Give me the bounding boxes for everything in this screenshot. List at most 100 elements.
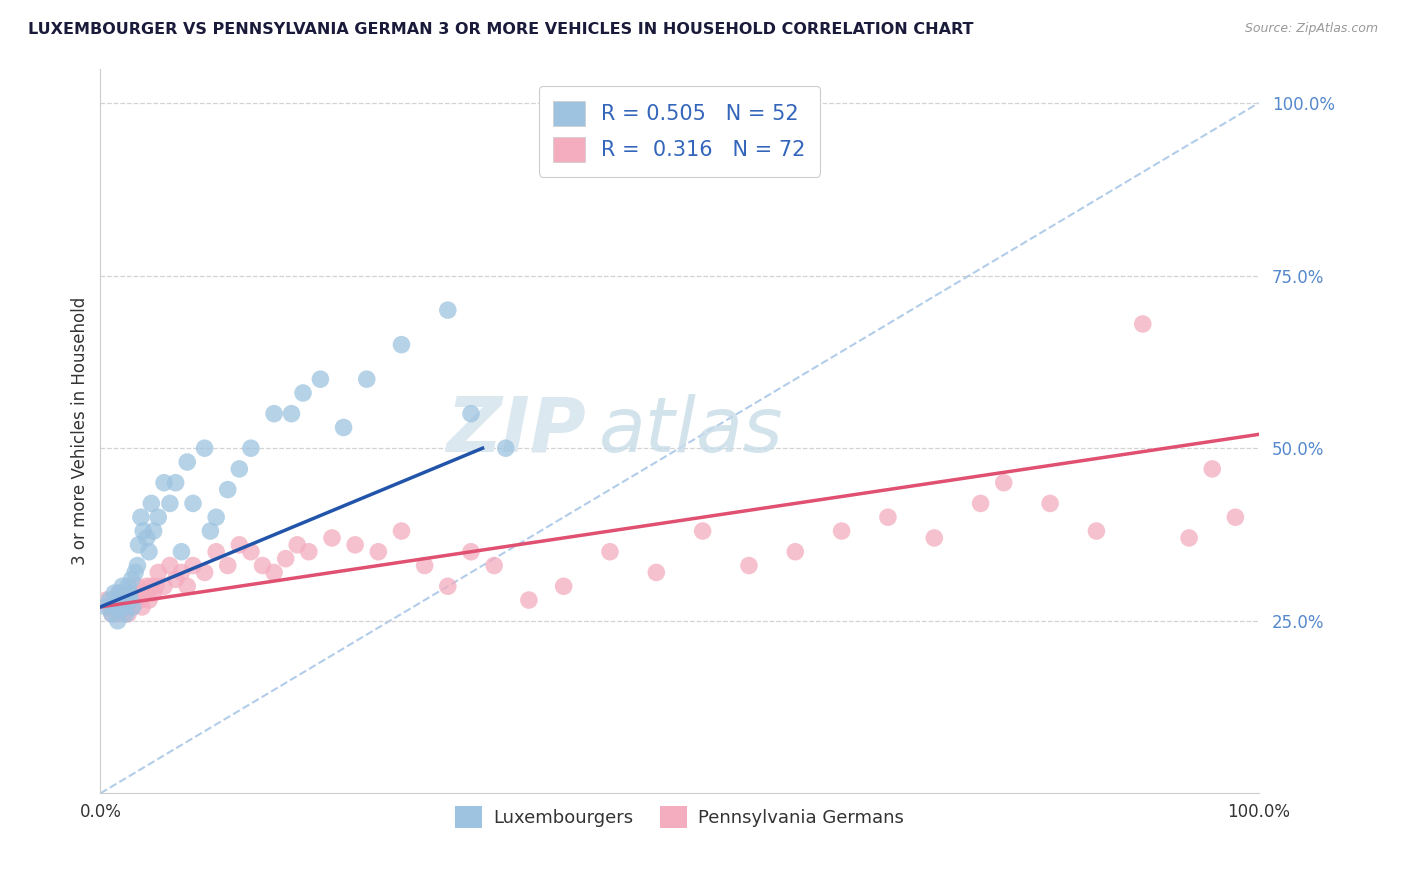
Point [117,607,139,621]
Point [332,420,354,434]
Point [128,538,150,552]
Point [124,586,146,600]
Point [413,558,436,573]
Point [831,524,853,538]
Point [117,579,139,593]
Text: Source: ZipAtlas.com: Source: ZipAtlas.com [1244,22,1378,36]
Point [176,579,198,593]
Point [142,586,165,600]
Point [115,599,138,614]
Point [877,510,900,524]
Point [98,599,121,614]
Point [114,599,136,614]
Point [165,572,187,586]
Point [111,579,134,593]
Point [108,593,131,607]
Point [98,593,121,607]
Point [200,524,222,538]
Point [263,566,285,580]
Point [205,510,228,524]
Point [460,407,482,421]
Point [460,545,482,559]
Point [495,441,517,455]
Point [114,593,136,607]
Point [153,579,176,593]
Point [124,566,146,580]
Point [1132,317,1154,331]
Point [127,579,149,593]
Point [1085,524,1108,538]
Text: ZIP: ZIP [447,394,586,468]
Point [738,558,761,573]
Point [228,462,250,476]
Point [217,483,239,497]
Point [101,607,124,621]
Point [159,558,181,573]
Point [138,545,160,559]
Point [239,545,262,559]
Point [993,475,1015,490]
Point [114,607,136,621]
Point [165,475,187,490]
Point [108,586,131,600]
Point [239,441,262,455]
Point [121,593,143,607]
Point [107,607,129,621]
Point [131,599,153,614]
Text: atlas: atlas [599,394,783,468]
Point [252,558,274,573]
Point [141,496,163,510]
Point [274,551,297,566]
Point [1178,531,1201,545]
Point [103,593,125,607]
Point [103,586,125,600]
Point [142,524,165,538]
Point [922,531,945,545]
Point [114,599,136,614]
Y-axis label: 3 or more Vehicles in Household: 3 or more Vehicles in Household [72,297,89,565]
Point [228,538,250,552]
Point [148,566,170,580]
Point [105,593,128,607]
Point [141,579,163,593]
Point [645,566,668,580]
Point [148,510,170,524]
Point [194,441,217,455]
Point [127,558,149,573]
Point [104,599,127,614]
Point [969,496,991,510]
Point [1201,462,1223,476]
Point [108,593,131,607]
Point [181,558,204,573]
Point [205,545,228,559]
Point [118,593,141,607]
Point [367,545,389,559]
Point [110,599,132,614]
Point [128,593,150,607]
Point [120,586,142,600]
Point [129,510,152,524]
Point [482,558,505,573]
Point [356,372,378,386]
Point [104,599,127,614]
Point [159,496,181,510]
Point [101,607,124,621]
Point [1225,510,1247,524]
Point [94,593,117,607]
Point [145,579,167,593]
Point [292,386,315,401]
Point [391,524,413,538]
Point [120,593,142,607]
Point [344,538,367,552]
Point [108,586,131,600]
Point [115,586,138,600]
Point [176,455,198,469]
Point [121,572,143,586]
Point [132,524,155,538]
Point [321,531,343,545]
Legend: Luxembourgers, Pennsylvania Germans: Luxembourgers, Pennsylvania Germans [447,798,911,835]
Point [437,579,460,593]
Point [217,558,239,573]
Point [599,545,621,559]
Point [437,303,460,318]
